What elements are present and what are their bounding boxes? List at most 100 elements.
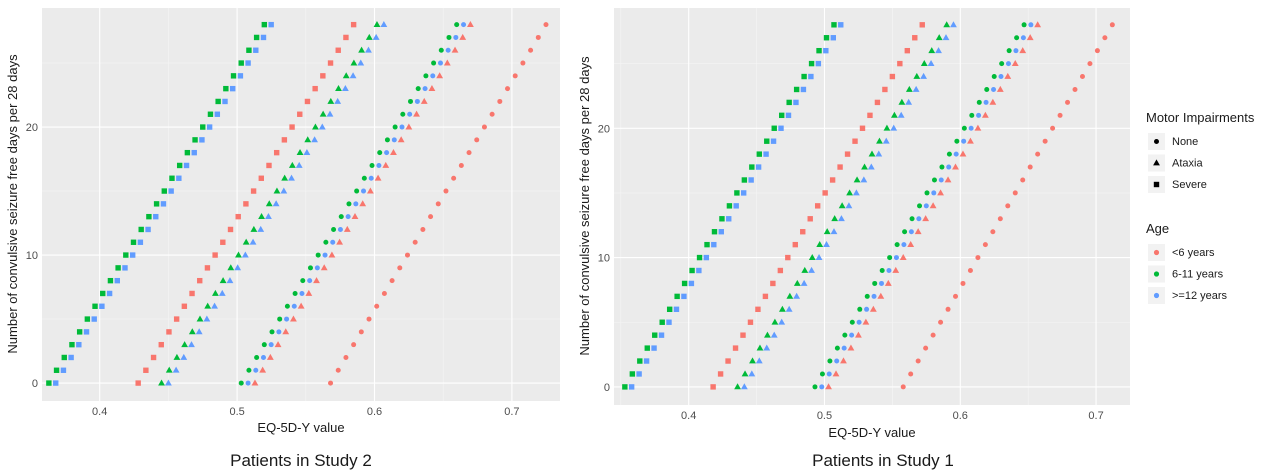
data-point [969,112,975,118]
data-point [436,72,444,79]
data-point [222,98,228,105]
data-point [740,190,747,196]
legend-title-age: Age [1146,221,1169,236]
data-point [937,189,944,196]
data-point [696,267,702,274]
data-point [961,138,967,144]
data-point [259,366,267,373]
data-point [481,124,487,130]
data-point [840,357,847,364]
data-point [281,174,289,181]
data-point [305,289,313,296]
y-tick-label: 10 [26,250,38,262]
data-point [443,59,451,66]
data-point [327,97,335,104]
data-point [830,228,838,235]
data-point [996,85,1004,92]
data-point [415,86,421,92]
data-point [842,332,848,338]
data-point [390,149,397,156]
data-point [793,292,801,299]
data-point [879,280,885,286]
data-point [459,33,467,40]
data-point [892,266,900,273]
data-point [920,60,928,67]
data-point [862,318,870,325]
data-point [280,187,288,194]
data-point [266,353,274,360]
data-point [899,253,907,260]
data-point [927,60,935,67]
data-point [877,292,885,299]
data-point [443,188,449,194]
data-point [135,380,141,386]
data-point [628,384,635,390]
data-point [404,252,410,258]
data-point [489,111,495,117]
data-point [819,384,825,390]
data-point [100,290,106,297]
data-point [184,149,191,156]
data-point [755,357,763,364]
data-point [777,267,784,274]
data-point [867,163,875,170]
data-point [250,188,257,194]
data-point [203,315,211,322]
data-point [407,111,413,117]
data-point [763,151,769,157]
data-point [914,228,922,235]
data-point [307,265,313,271]
data-point [273,149,280,156]
data-point [976,99,982,105]
data-point [497,98,503,104]
data-point [644,345,650,351]
data-point [207,111,214,117]
data-point [327,60,334,66]
data-point [451,175,457,181]
x-tick-label: 0.7 [504,406,519,418]
data-point [838,215,845,222]
data-point [652,332,658,338]
y-tick-label: 0 [32,378,38,390]
legend: Motor Impairments None Ataxia Severe Age <… [1146,110,1255,304]
data-point [968,125,974,131]
y-axis-title-study-2: Number of convulsive seizure free days p… [5,54,20,354]
data-point [334,97,342,104]
data-point [458,162,464,168]
data-point [414,98,420,104]
data-point [328,251,336,258]
data-point [268,21,274,28]
data-point [953,151,959,157]
data-point [946,164,952,170]
data-point [785,305,793,312]
data-point [227,226,234,233]
data-point [812,384,818,390]
legend-age-keys: <6 years 6-11 years >=12 years [1148,244,1228,304]
data-point [343,225,351,232]
data-point [726,203,733,209]
data-point [145,226,151,233]
data-point [238,380,244,386]
data-point [384,150,390,156]
data-point [771,125,777,131]
data-point [376,162,382,168]
data-point [636,371,642,377]
data-point [938,319,944,325]
data-point [871,293,877,299]
data-point [258,213,265,220]
data-point [428,85,436,92]
data-point [741,370,749,377]
data-point [852,138,858,144]
data-point [823,47,829,54]
data-point [336,238,344,245]
data-point [884,279,892,286]
data-point [778,318,786,325]
data-point [710,384,716,390]
data-point [770,138,777,144]
data-point [138,226,144,233]
data-point [681,293,687,300]
data-point [250,225,258,232]
data-point [397,265,403,271]
data-point [323,239,329,245]
